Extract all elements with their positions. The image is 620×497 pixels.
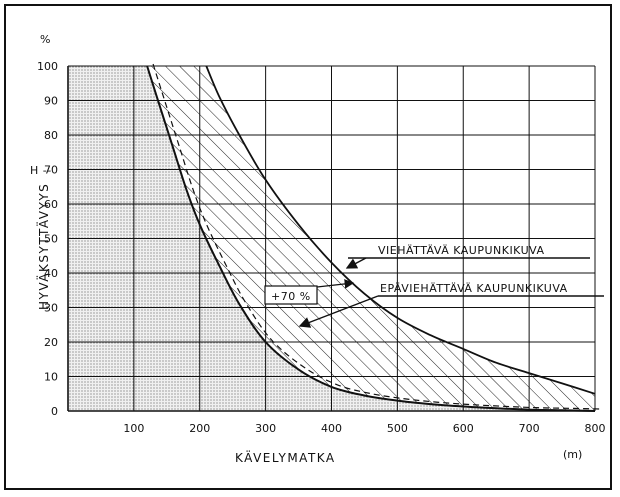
- arrow-epaviehattava: [298, 295, 379, 328]
- y-tick-label-60: 60: [44, 198, 58, 211]
- y-tick-label-30: 30: [44, 302, 58, 315]
- series-line-viehattava: [205, 65, 596, 395]
- x-tick-label-300: 300: [255, 422, 276, 435]
- annotation-epaviehattava: EPÄVIEHÄTTÄVÄ KAUPUNKIKUVA: [298, 282, 604, 328]
- x-tick-label-100: 100: [123, 422, 144, 435]
- arrow-viehattava: [345, 257, 367, 269]
- series-line-epaviehattava: [146, 65, 596, 412]
- annotation-viehattava: VIEHÄTTÄVÄ KAUPUNKIKUVA: [345, 244, 590, 269]
- y-tick-label-40: 40: [44, 267, 58, 280]
- x-tick-label-600: 600: [453, 422, 474, 435]
- x-axis-title: KÄVELYMATKA: [235, 450, 336, 465]
- y-unit-label: %: [40, 33, 50, 46]
- series-layer: [146, 63, 602, 412]
- x-tick-label-400: 400: [321, 422, 342, 435]
- plus-70-arrow: [316, 279, 355, 289]
- annotation-plus-70: +70 %: [264, 279, 355, 305]
- y-marker-label: H --: [30, 164, 52, 177]
- x-tick-label-500: 500: [387, 422, 408, 435]
- x-unit-label: (m): [563, 448, 582, 461]
- plus-70-label: +70 %: [271, 290, 311, 303]
- x-tick-label-700: 700: [519, 422, 540, 435]
- y-axis-title: HYVÄKSYTTÄVYYS: [36, 183, 51, 310]
- y-tick-label-80: 80: [44, 129, 58, 142]
- legend-label-epaviehattava: EPÄVIEHÄTTÄVÄ KAUPUNKIKUVA: [380, 282, 568, 295]
- y-tick-label-50: 50: [44, 233, 58, 246]
- y-tick-label-10: 10: [44, 371, 58, 384]
- y-tick-label-100: 100: [37, 60, 58, 73]
- tick-layer: 0 10 20 30 40 50 60 70 80 90 100 100 200 300 400 500 600…: [37, 60, 606, 435]
- x-tick-label-200: 200: [189, 422, 210, 435]
- x-tick-label-800: 800: [585, 422, 606, 435]
- series-line-epaviehattava-dashed: [152, 63, 602, 410]
- y-tick-label-0: 0: [51, 405, 58, 418]
- chart-frame: [4, 4, 612, 490]
- plus-70-box: [264, 285, 318, 305]
- grid-layer: [67, 65, 596, 412]
- legend-label-viehattava: VIEHÄTTÄVÄ KAUPUNKIKUVA: [378, 244, 545, 257]
- y-tick-label-90: 90: [44, 95, 58, 108]
- y-tick-label-70: 70: [44, 164, 58, 177]
- y-tick-label-20: 20: [44, 336, 58, 349]
